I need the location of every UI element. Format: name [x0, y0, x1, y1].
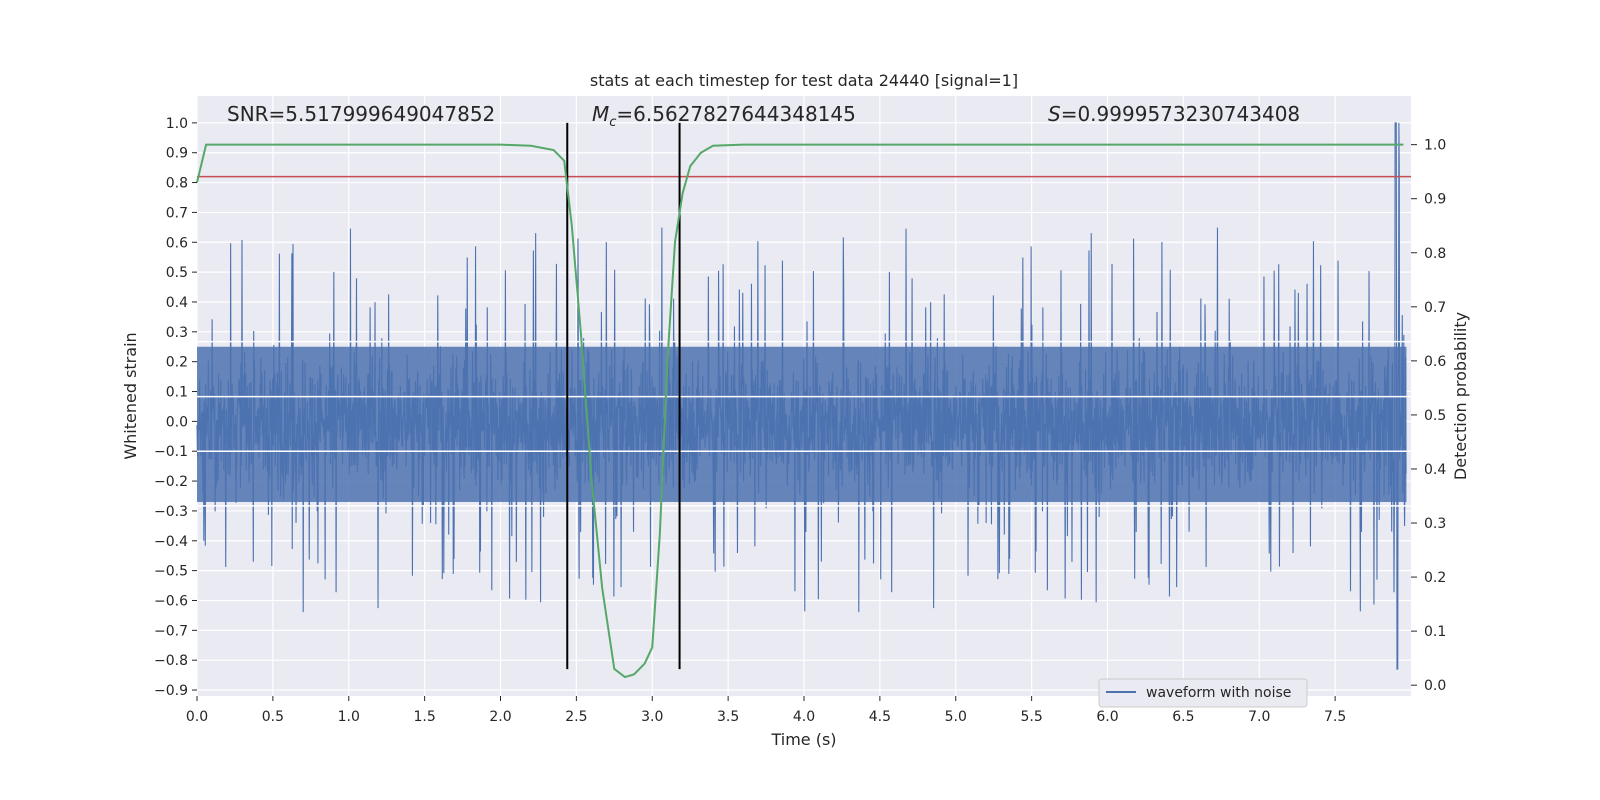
score-annotation: S=0.9999573230743408: [1048, 102, 1300, 126]
snr-annotation: SNR=5.517999649047852: [227, 102, 495, 126]
x-tick-label: 6.5: [1172, 709, 1194, 725]
chirp-mass-symbol: M: [592, 102, 609, 126]
x-tick-label: 1.5: [413, 709, 435, 725]
y2-tick-label: 0.7: [1424, 300, 1446, 316]
y2-tick-label: 0.9: [1424, 192, 1446, 208]
y-tick-label: 0.1: [166, 385, 188, 401]
score-symbol: S: [1048, 102, 1061, 126]
y-tick-label: −0.9: [154, 683, 188, 699]
y2-tick-label: 0.0: [1424, 678, 1446, 694]
y-tick-label: 0.3: [166, 325, 188, 341]
y2-tick-label: 0.3: [1424, 516, 1446, 532]
y-tick-label: 0.4: [166, 295, 188, 311]
score-value: =0.9999573230743408: [1061, 102, 1300, 126]
x-tick-label: 2.0: [489, 709, 511, 725]
y-tick-label: 1.0: [166, 116, 188, 132]
x-tick-label: 1.0: [338, 709, 360, 725]
y-axis-label: Whitened strain: [121, 332, 140, 459]
y2-tick-label: 0.6: [1424, 354, 1446, 370]
y-tick-label: 0.6: [166, 235, 188, 251]
x-tick-label: 3.5: [717, 709, 739, 725]
y2-tick-label: 0.1: [1424, 624, 1446, 640]
y-tick-label: 0.9: [166, 146, 188, 162]
x-tick-label: 2.5: [565, 709, 587, 725]
x-tick-label: 5.5: [1020, 709, 1042, 725]
y-tick-label: −0.6: [154, 593, 188, 609]
y-tick-label: 0.8: [166, 176, 188, 192]
x-tick-label: 3.0: [641, 709, 663, 725]
y-tick-label: 0.7: [166, 205, 188, 221]
y-tick-label: −0.2: [154, 474, 188, 490]
waveform-core: [197, 346, 1407, 502]
chirp-mass-value: =6.5627827644348145: [616, 102, 855, 126]
y2-axis-label: Detection probability: [1451, 312, 1470, 480]
legend-label: waveform with noise: [1146, 685, 1291, 701]
axes: 0.0 0.5 1.0 1.5 2.0 2.5 3.0 3.5 4.0 4.5 5.0 5.5 6.0 6…: [154, 116, 1446, 725]
y-tick-label: −0.3: [154, 504, 188, 520]
y-tick-label: −0.5: [154, 564, 188, 580]
y-tick-label: −0.4: [154, 534, 188, 550]
chirp-mass-subscript: c: [609, 115, 616, 130]
y-tick-label: −0.1: [154, 444, 188, 460]
x-tick-label: 7.0: [1248, 709, 1270, 725]
x-axis-label: Time (s): [770, 730, 836, 749]
waveform-series: [196, 122, 1407, 670]
x-tick-label: 4.0: [793, 709, 815, 725]
x-tick-label: 0.0: [186, 709, 208, 725]
y2-tick-label: 0.4: [1424, 462, 1446, 478]
legend: waveform with noise: [1098, 678, 1308, 708]
x-tick-label: 5.0: [945, 709, 967, 725]
chirp-mass-annotation: Mc=6.5627827644348145: [592, 102, 856, 130]
y-tick-label: 0.0: [166, 414, 188, 430]
overlays: [196, 122, 1411, 679]
y2-tick-label: 1.0: [1424, 138, 1446, 154]
x-tick-label: 7.5: [1324, 709, 1346, 725]
y2-tick-label: 0.8: [1424, 246, 1446, 262]
chart-title: stats at each timestep for test data 244…: [590, 71, 1018, 90]
y-tick-label: 0.5: [166, 265, 188, 281]
legend-box: [1098, 678, 1308, 708]
y2-tick-label: 0.5: [1424, 408, 1446, 424]
y-tick-label: −0.8: [154, 653, 188, 669]
y2-tick-label: 0.2: [1424, 570, 1446, 586]
y-tick-label: 0.2: [166, 355, 188, 371]
detection-probability-line: [196, 143, 1404, 679]
x-tick-label: 0.5: [262, 709, 284, 725]
x-tick-label: 4.5: [869, 709, 891, 725]
x-tick-label: 6.0: [1096, 709, 1118, 725]
y-tick-label: −0.7: [154, 623, 188, 639]
